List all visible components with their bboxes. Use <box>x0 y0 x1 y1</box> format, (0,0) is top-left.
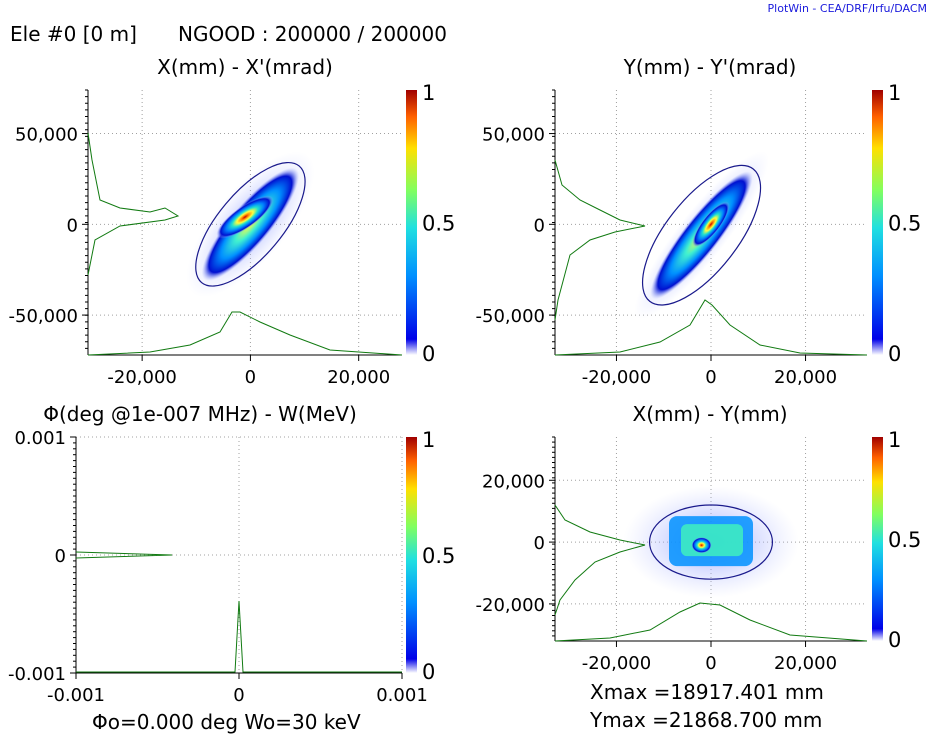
profile-x <box>87 311 403 356</box>
colorbar-label: 0 <box>888 628 901 652</box>
tick-label-x: 0 <box>233 685 244 706</box>
tick-label-x: 0 <box>705 653 716 674</box>
colorbar-label: 0.5 <box>422 544 455 568</box>
plot-yy: -20,000 0 20,000 50,000 0 -50,000 1 0.5 0 <box>476 81 922 388</box>
xmax-label: Xmax =18917.401 mm <box>590 680 824 704</box>
tick-label-x: -20,000 <box>582 367 651 388</box>
tick-label-x: 0.001 <box>376 685 428 706</box>
colorbar-xx <box>406 90 417 355</box>
ymax-label: Ymax =21868.700 mm <box>590 708 823 732</box>
colorbar-pw <box>406 437 417 673</box>
density-peak <box>691 537 712 554</box>
profile-y <box>87 132 180 276</box>
colorbar-label: 1 <box>422 428 435 452</box>
tick-label-y: 50,000 <box>15 125 78 146</box>
tick-label-x: -0.001 <box>47 685 105 706</box>
colorbar-label: 0.5 <box>422 212 455 236</box>
colorbar-label: 0 <box>422 342 435 366</box>
profile-y <box>554 159 646 321</box>
tick-label-x: -20,000 <box>582 653 651 674</box>
colorbar-label: 1 <box>888 428 901 452</box>
tick-label-y: -0.001 <box>8 664 66 685</box>
density-core <box>681 524 743 557</box>
colorbar-label: 0.5 <box>888 212 921 236</box>
plot-pw-title: Φ(deg @1e-007 MHz) - W(MeV) <box>43 402 357 426</box>
colorbar-label: 1 <box>422 81 435 105</box>
profile-y <box>554 504 646 616</box>
density-peak <box>216 195 274 239</box>
colorbar-yy <box>872 90 883 355</box>
rms-ellipse <box>195 161 306 287</box>
colorbar-label: 0 <box>888 342 901 366</box>
tick-label-y: 0 <box>67 215 78 236</box>
tick-label-x: 20,000 <box>774 653 837 674</box>
plot-xy: -20,000 0 20,000 20,000 0 -20,000 1 0.5 0 <box>476 428 922 674</box>
colorbar-label: 0.5 <box>888 528 921 552</box>
profile-x <box>554 299 868 356</box>
tick-label-x: 20,000 <box>774 367 837 388</box>
tick-label-y: -50,000 <box>9 306 78 327</box>
profile-phi <box>76 600 402 673</box>
tick-label-y: 50,000 <box>482 125 545 146</box>
credit-label: PlotWin - CEA/DRF/Irfu/DACM <box>767 2 927 15</box>
rms-ellipse <box>641 164 762 306</box>
profile-w <box>75 551 173 559</box>
plot-yy-title: Y(mm) - Y'(mrad) <box>623 55 797 79</box>
tick-label-y: -50,000 <box>476 306 545 327</box>
tick-label-x: -20,000 <box>107 367 176 388</box>
tick-label-y: 20,000 <box>482 471 545 492</box>
colorbar-label: 0 <box>422 660 435 684</box>
tick-label-x: 0 <box>245 367 256 388</box>
pw-footer: Φo=0.000 deg Wo=30 keV <box>92 710 361 734</box>
plot-xy-title: X(mm) - Y(mm) <box>632 402 788 426</box>
plot-xx-title: X(mm) - X'(mrad) <box>157 55 333 79</box>
rms-ellipse <box>648 504 774 580</box>
ngood-label: NGOOD : 200000 / 200000 <box>178 22 447 46</box>
tick-label-x: 0 <box>705 367 716 388</box>
colorbar-xy <box>872 437 883 641</box>
colorbar-label: 1 <box>888 81 901 105</box>
profile-x <box>554 602 868 642</box>
plot-xx: -20,000 0 20,000 50,000 0 -50,000 1 0.5 0 <box>9 81 456 388</box>
element-label: Ele #0 [0 m] <box>10 22 137 46</box>
tick-label-x: 20,000 <box>327 367 390 388</box>
tick-label-y: 0 <box>55 546 66 567</box>
tick-label-y: 0.001 <box>14 428 66 449</box>
tick-label-y: -20,000 <box>476 595 545 616</box>
density-peak <box>692 201 730 248</box>
tick-label-y: 0 <box>534 533 545 554</box>
tick-label-y: 0 <box>534 215 545 236</box>
